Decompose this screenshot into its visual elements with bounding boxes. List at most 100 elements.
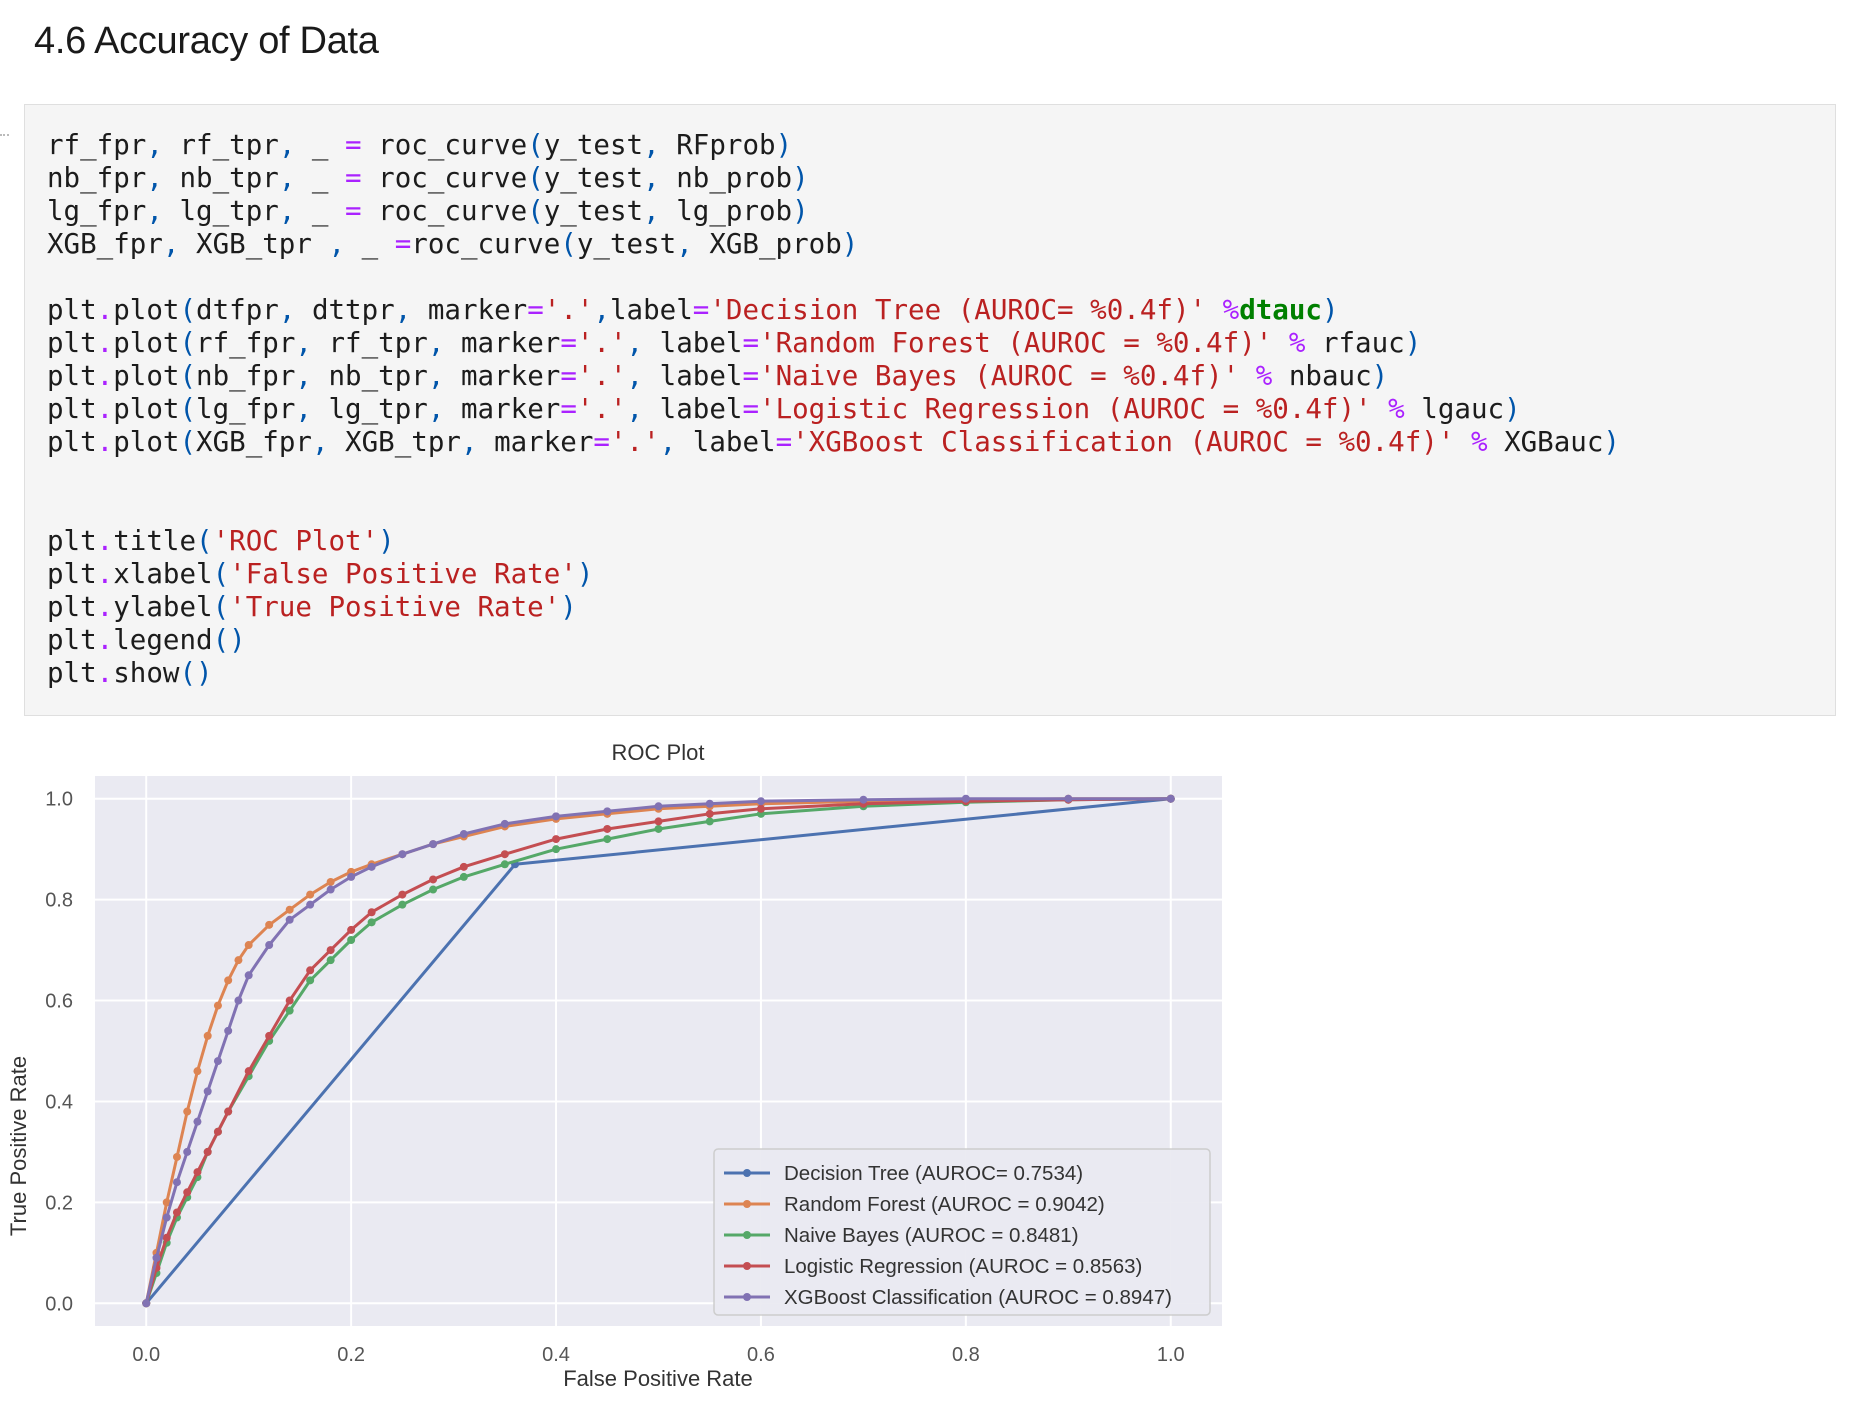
data-point [306,890,315,899]
y-tick-label: 1.0 [45,789,73,811]
data-point [152,1253,161,1262]
code-token: ( [179,294,197,326]
data-point [398,850,407,859]
code-token: , [643,162,660,194]
code-token: marker [444,393,561,425]
code-token: 'True Positive Rate' [229,591,561,623]
code-token: lg_tpr [162,195,279,227]
code-token: ( [527,129,544,161]
data-point [203,1087,212,1096]
code-token: % [1388,393,1405,425]
code-token [1272,327,1289,359]
code-token [1454,426,1471,458]
code-line: plt.title('ROC Plot') [47,525,395,557]
code-token: . [96,525,114,557]
data-point [347,935,356,944]
code-token: 'False Positive Rate' [229,558,577,590]
code-token: () [179,657,213,689]
code-token [1372,393,1389,425]
code-token: nb_tpr [311,360,428,392]
chart-title: ROC Plot [612,740,705,765]
code-token: XGBauc [1487,426,1604,458]
code-token: '.' [609,426,660,458]
data-point [654,824,663,833]
code-token: 'Decision Tree (AUROC= %0.4f)' [709,294,1207,326]
code-token: plt [47,294,97,326]
code-token: roc_curve [411,228,561,260]
code-token: , [162,228,180,260]
code-token: rf_tpr [162,129,279,161]
data-point [183,1188,192,1197]
code-token: , [427,327,445,359]
data-point [285,1006,294,1015]
data-point [162,1198,171,1207]
data-point [224,1026,233,1035]
data-point [172,1208,181,1217]
code-token: . [96,591,114,623]
data-point [961,794,970,803]
data-point [459,862,468,871]
series-line [144,797,1171,1304]
code-cell[interactable]: rf_fpr, rf_tpr, _ = roc_curve(y_test, RF… [24,104,1836,716]
y-tick-label: 0.4 [45,1091,73,1113]
code-token: , [659,426,677,458]
code-token: label [643,327,743,359]
data-point [398,890,407,899]
data-point [285,905,294,914]
data-point [162,1213,171,1222]
code-token: . [96,327,114,359]
code-token: ( [179,360,197,392]
legend-entry-label: Random Forest (AUROC = 0.9042) [784,1193,1105,1216]
y-tick-label: 0.2 [45,1192,73,1214]
code-token: nb_fpr [47,162,147,194]
data-point [326,885,335,894]
code-line: XGB_fpr, XGB_tpr , _ =roc_curve(y_test, … [47,228,858,260]
code-token: lg_tpr [311,393,428,425]
code-token: y_test [543,129,644,161]
code-line: plt.ylabel('True Positive Rate') [47,591,577,623]
code-token: plt [47,591,97,623]
data-point [398,900,407,909]
data-point [213,1001,222,1010]
code-token: , [626,360,644,392]
legend-entry-label: Naive Bayes (AUROC = 0.8481) [784,1224,1079,1247]
code-line: plt.plot(rf_fpr, rf_tpr, marker='.', lab… [47,327,1421,359]
code-token: y_test [576,228,677,260]
code-token: = [742,327,760,359]
data-point [500,819,509,828]
code-token: ( [527,195,544,227]
data-point [603,835,612,844]
code-token: . [96,294,114,326]
code-token: ( [179,426,197,458]
code-token: ) [560,591,577,623]
data-point [603,807,612,816]
code-token: ) [841,228,859,260]
code-token: label [643,393,743,425]
code-token: 'ROC Plot' [212,525,379,557]
code-token: '.' [576,327,627,359]
data-point [429,875,438,884]
code-token: , [146,195,163,227]
code-token: '.' [576,393,627,425]
code-line: rf_fpr, rf_tpr, _ = roc_curve(y_test, RF… [47,129,792,161]
code-token: dttpr [295,294,395,326]
code-token: = [560,393,577,425]
code-token: plt [47,558,97,590]
code-token: . [96,657,114,689]
code-token: , [278,195,296,227]
code-token: , [146,129,163,161]
code-token: plot [113,294,180,326]
data-point [552,845,561,854]
code-token: ) [576,558,594,590]
data-point [500,860,509,869]
code-token: dtfpr [196,294,279,326]
code-block[interactable]: rf_fpr, rf_tpr, _ = roc_curve(y_test, RF… [47,129,1620,690]
code-token: ) [1321,294,1339,326]
data-point [705,817,714,826]
data-point [367,908,376,917]
code-token: label [676,426,776,458]
code-token: XGB_tpr [328,426,461,458]
code-token: XGB_prob [692,228,842,260]
code-token: plt [47,360,97,392]
code-token: = [775,426,793,458]
